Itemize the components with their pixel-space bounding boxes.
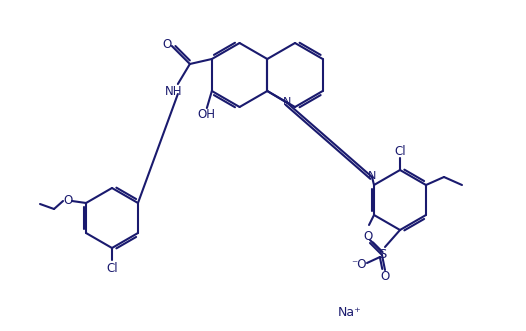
Text: N: N [368,171,376,181]
Text: ⁻O: ⁻O [351,259,367,271]
Text: N: N [283,97,291,107]
Text: O: O [380,270,390,283]
Text: Cl: Cl [106,261,118,274]
Text: O: O [64,195,73,208]
Text: S: S [378,249,386,261]
Text: OH: OH [198,108,216,120]
Text: O: O [162,37,171,51]
Text: Na⁺: Na⁺ [338,306,362,318]
Text: O: O [363,230,372,244]
Text: Cl: Cl [394,145,406,158]
Text: NH: NH [165,84,183,98]
